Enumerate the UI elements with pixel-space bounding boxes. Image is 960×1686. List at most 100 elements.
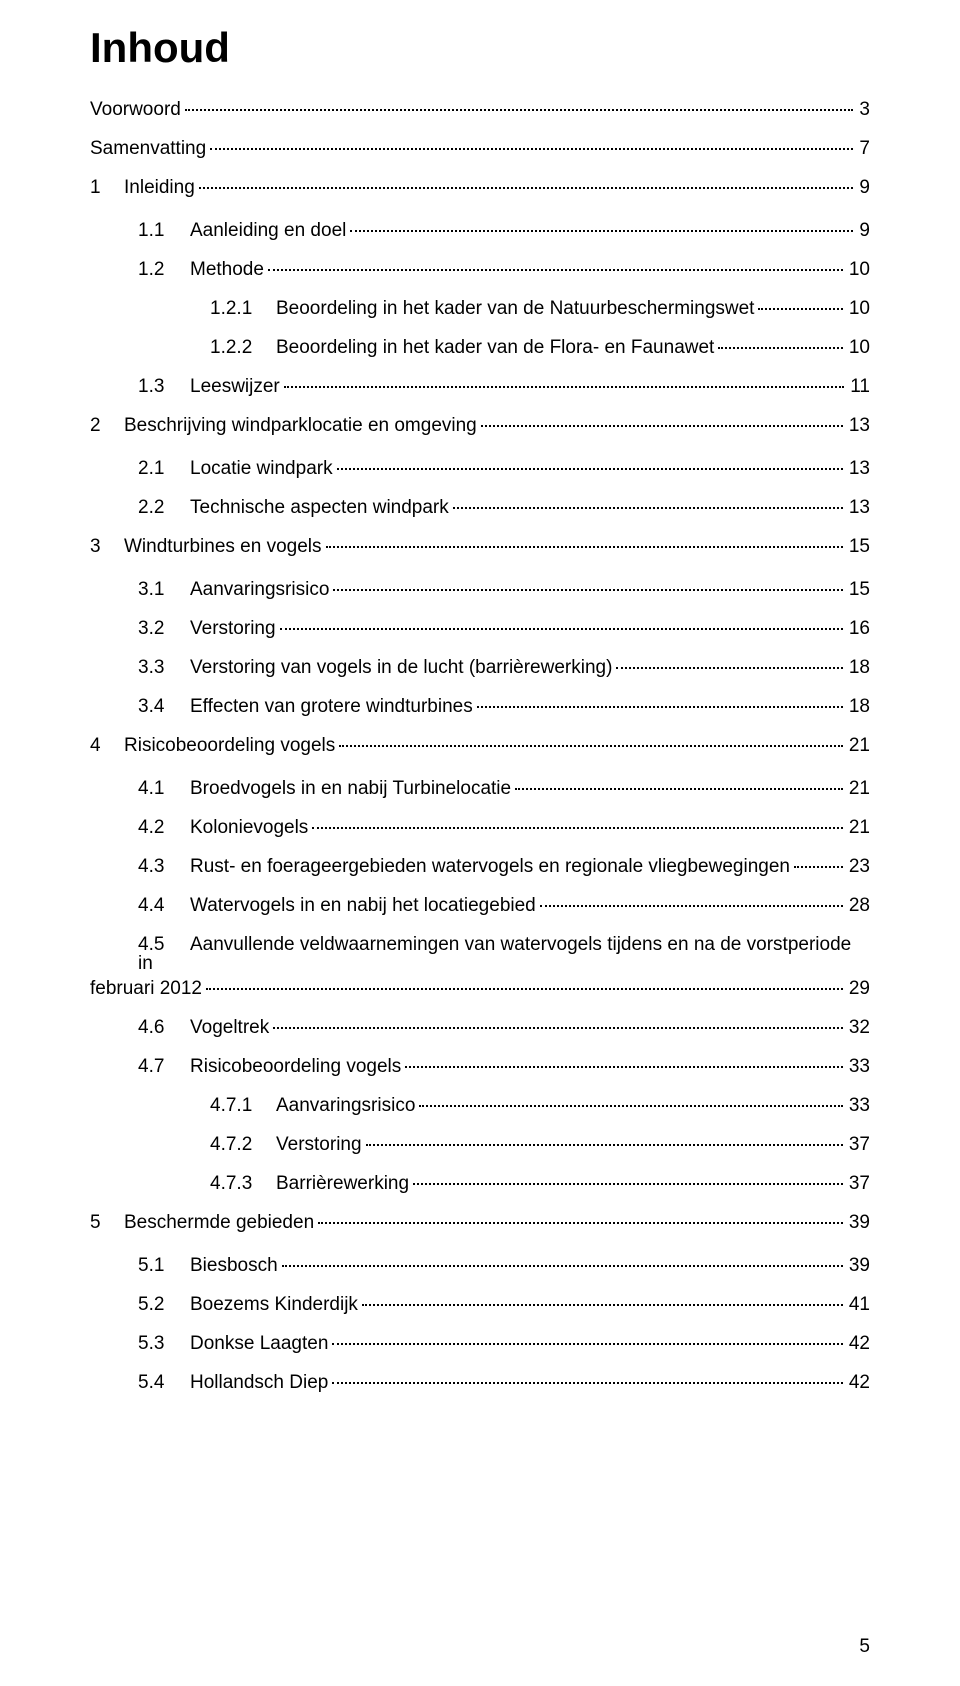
- toc-label: Locatie windpark: [190, 459, 333, 478]
- toc-page: 15: [847, 537, 870, 556]
- toc-entry[interactable]: 4.7Risicobeoordeling vogels 33: [90, 1057, 870, 1076]
- toc-number: 1.2.1: [210, 299, 276, 318]
- toc-leader: [333, 589, 842, 591]
- toc-entry[interactable]: 5Beschermde gebieden 39: [90, 1213, 870, 1232]
- toc-number: 1.3: [138, 377, 190, 396]
- toc-leader: [419, 1105, 842, 1107]
- toc-entry[interactable]: 3.2Verstoring 16: [90, 619, 870, 638]
- toc-page: 32: [847, 1018, 870, 1037]
- toc-label: Aanvaringsrisico: [190, 580, 329, 599]
- toc-entry[interactable]: 4.5Aanvullende veldwaarnemingen van wate…: [90, 935, 870, 998]
- toc-entry[interactable]: 2Beschrijving windparklocatie en omgevin…: [90, 416, 870, 435]
- toc-page: 42: [847, 1373, 870, 1392]
- toc-entry[interactable]: 5.1Biesbosch 39: [90, 1256, 870, 1275]
- toc-leader: [366, 1144, 843, 1146]
- page-title: Inhoud: [90, 24, 870, 72]
- toc-entry[interactable]: 1Inleiding 9: [90, 178, 870, 197]
- toc-leader: [718, 347, 843, 349]
- toc-label: Donkse Laagten: [190, 1334, 328, 1353]
- toc-leader: [405, 1066, 843, 1068]
- toc-label: Biesbosch: [190, 1256, 278, 1275]
- toc-entry[interactable]: 4.1Broedvogels in en nabij Turbinelocati…: [90, 779, 870, 798]
- toc-leader: [515, 788, 843, 790]
- toc-entry[interactable]: 3.4Effecten van grotere windturbines 18: [90, 697, 870, 716]
- toc-label: Risicobeoordeling vogels: [190, 1057, 401, 1076]
- toc-page: 10: [847, 299, 870, 318]
- toc-label: Aanvaringsrisico: [276, 1096, 415, 1115]
- toc-leader: [326, 546, 843, 548]
- toc-page: 18: [847, 697, 870, 716]
- toc-number: 4.2: [138, 818, 190, 837]
- toc-label: Rust- en foerageergebieden watervogels e…: [190, 857, 790, 876]
- toc-entry[interactable]: 3Windturbines en vogels 15: [90, 537, 870, 556]
- toc-entry[interactable]: Voorwoord 3: [90, 100, 870, 119]
- toc-entry[interactable]: 1.1Aanleiding en doel 9: [90, 221, 870, 240]
- toc-leader: [477, 706, 843, 708]
- toc-label: Hollandsch Diep: [190, 1373, 328, 1392]
- toc-leader: [616, 667, 842, 669]
- toc-number: 5.1: [138, 1256, 190, 1275]
- toc-number: 4.5: [138, 935, 190, 954]
- toc-entry[interactable]: 1.2Methode 10: [90, 260, 870, 279]
- toc-leader: [312, 827, 843, 829]
- toc-leader: [337, 468, 843, 470]
- toc-leader: [268, 269, 843, 271]
- toc-entry[interactable]: 4.6Vogeltrek 32: [90, 1018, 870, 1037]
- toc-entry[interactable]: 5.2Boezems Kinderdijk 41: [90, 1295, 870, 1314]
- toc-entry[interactable]: 5.4Hollandsch Diep 42: [90, 1373, 870, 1392]
- toc-page: 9: [857, 221, 870, 240]
- toc-number: 4.7.2: [210, 1135, 276, 1154]
- toc-entry[interactable]: 4.2Kolonievogels 21: [90, 818, 870, 837]
- toc-page: 42: [847, 1334, 870, 1353]
- toc-number: 4: [90, 736, 124, 755]
- toc-label: Aanvullende veldwaarnemingen van watervo…: [138, 934, 851, 974]
- toc-page: 13: [847, 459, 870, 478]
- toc-label: Kolonievogels: [190, 818, 308, 837]
- toc-label: Risicobeoordeling vogels: [124, 736, 335, 755]
- toc-number: 2.2: [138, 498, 190, 517]
- toc-leader: [453, 507, 843, 509]
- toc-page: 9: [857, 178, 870, 197]
- toc-entry[interactable]: 3.3Verstoring van vogels in de lucht (ba…: [90, 658, 870, 677]
- toc-number: 2: [90, 416, 124, 435]
- toc-entry[interactable]: 4.7.3Barrièrewerking 37: [90, 1174, 870, 1193]
- toc-leader: [350, 230, 853, 232]
- toc-label: Barrièrewerking: [276, 1174, 409, 1193]
- toc-entry[interactable]: 4.4Watervogels in en nabij het locatiege…: [90, 896, 870, 915]
- toc-page: 15: [847, 580, 870, 599]
- toc-label: Effecten van grotere windturbines: [190, 697, 473, 716]
- toc-page: 10: [847, 338, 870, 357]
- toc-number: 4.7.3: [210, 1174, 276, 1193]
- toc-entry[interactable]: 5.3Donkse Laagten 42: [90, 1334, 870, 1353]
- toc-entry[interactable]: 1.3Leeswijzer 11: [90, 377, 870, 396]
- toc-number: 1: [90, 178, 124, 197]
- toc-entry[interactable]: 1.2.1Beoordeling in het kader van de Nat…: [90, 299, 870, 318]
- toc-entry[interactable]: 3.1Aanvaringsrisico 15: [90, 580, 870, 599]
- toc-label: Windturbines en vogels: [124, 537, 322, 556]
- toc-label: Beschrijving windparklocatie en omgeving: [124, 416, 477, 435]
- toc-number: 5.4: [138, 1373, 190, 1392]
- toc-entry[interactable]: Samenvatting 7: [90, 139, 870, 158]
- toc-leader: [210, 148, 853, 150]
- toc-entry[interactable]: 2.2Technische aspecten windpark 13: [90, 498, 870, 517]
- toc-number: 5.3: [138, 1334, 190, 1353]
- toc-page: 21: [847, 736, 870, 755]
- toc-entry[interactable]: 2.1Locatie windpark 13: [90, 459, 870, 478]
- toc-page: 3: [857, 100, 870, 119]
- toc-entry[interactable]: 1.2.2Beoordeling in het kader van de Flo…: [90, 338, 870, 357]
- toc-page: 21: [847, 779, 870, 798]
- toc-label: Beoordeling in het kader van de Natuurbe…: [276, 299, 754, 318]
- toc-leader: [758, 308, 842, 310]
- toc-number: 2.1: [138, 459, 190, 478]
- toc-entry[interactable]: 4.7.2Verstoring 37: [90, 1135, 870, 1154]
- toc-page: 33: [847, 1057, 870, 1076]
- toc-label: Samenvatting: [90, 139, 206, 158]
- toc-entry[interactable]: 4.7.1Aanvaringsrisico 33: [90, 1096, 870, 1115]
- toc-label: Leeswijzer: [190, 377, 280, 396]
- toc-entry[interactable]: 4Risicobeoordeling vogels 21: [90, 736, 870, 755]
- toc-page: 33: [847, 1096, 870, 1115]
- toc-leader: [318, 1222, 843, 1224]
- toc-entry[interactable]: 4.3Rust- en foerageergebieden watervogel…: [90, 857, 870, 876]
- toc-label: februari 2012: [90, 979, 202, 998]
- toc-page: 16: [847, 619, 870, 638]
